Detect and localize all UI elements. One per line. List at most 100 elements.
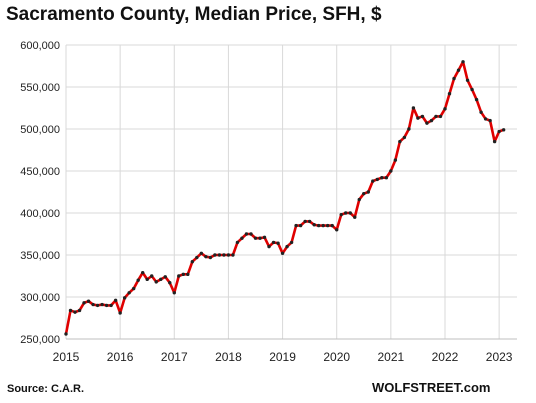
data-point [298, 223, 303, 228]
data-point [335, 228, 339, 232]
data-point [353, 215, 357, 219]
data-point [384, 176, 389, 180]
data-point [118, 311, 122, 315]
data-point [244, 232, 249, 236]
data-point [95, 303, 100, 308]
data-point [276, 241, 280, 245]
data-point [217, 253, 222, 257]
x-tick-label: 2021 [377, 350, 404, 364]
data-point [316, 223, 321, 228]
data-point [253, 236, 258, 240]
data-point [366, 190, 370, 194]
data-point [483, 117, 488, 121]
data-point [479, 110, 483, 114]
data-point [181, 272, 186, 277]
data-point [307, 219, 312, 224]
data-point [195, 255, 199, 260]
data-point [91, 302, 95, 307]
data-point [280, 251, 285, 256]
data-point [425, 121, 429, 125]
data-point [303, 219, 307, 224]
data-point [443, 107, 447, 111]
data-point [68, 308, 73, 313]
x-tick-label: 2016 [107, 350, 134, 364]
data-point [339, 212, 343, 217]
data-point [325, 223, 330, 228]
data-point [262, 235, 267, 240]
data-point [411, 106, 416, 110]
data-point [177, 274, 181, 278]
data-point [492, 139, 497, 144]
data-point [380, 176, 384, 180]
y-tick-label: 500,000 [20, 124, 60, 136]
data-point [429, 118, 434, 123]
data-point [470, 87, 474, 92]
data-point [249, 232, 253, 236]
data-point [109, 303, 113, 308]
data-point [131, 286, 136, 291]
data-point [461, 60, 465, 64]
data-point [199, 251, 204, 256]
data-point [73, 310, 77, 314]
data-point [375, 177, 380, 182]
y-tick-label: 600,000 [20, 40, 60, 52]
data-point [77, 308, 82, 313]
data-point [362, 191, 366, 196]
data-point [104, 303, 109, 308]
x-tick-label: 2017 [161, 350, 188, 364]
x-tick-label: 2022 [432, 350, 459, 364]
series-line [64, 60, 505, 335]
data-point [321, 223, 325, 228]
data-point [371, 179, 375, 183]
data-point [465, 78, 470, 82]
data-point [127, 291, 131, 295]
data-point [154, 280, 158, 284]
data-point [285, 244, 289, 249]
y-tick-label: 250,000 [20, 334, 60, 346]
data-point [240, 236, 244, 240]
data-point [330, 223, 334, 228]
data-point [122, 296, 127, 300]
data-point [168, 281, 172, 285]
series-group [64, 60, 506, 336]
data-point [416, 116, 420, 120]
data-point [86, 299, 91, 303]
data-point [186, 272, 190, 277]
data-point [64, 332, 68, 336]
y-tick-label: 550,000 [20, 82, 60, 94]
data-point [289, 240, 294, 245]
data-point [434, 114, 438, 119]
source-note: Source: C.A.R. [7, 383, 85, 395]
data-point [267, 244, 271, 249]
x-tick-label: 2019 [269, 350, 296, 364]
data-point [456, 68, 461, 72]
data-point [271, 240, 276, 245]
gridlines [65, 44, 517, 340]
data-point [294, 223, 298, 228]
data-point [231, 253, 235, 257]
y-tick-label: 350,000 [20, 250, 60, 262]
data-point [222, 253, 226, 257]
data-point [389, 169, 393, 173]
data-point [208, 255, 213, 260]
data-point [497, 129, 501, 134]
data-point [145, 277, 149, 282]
x-tick-label: 2020 [323, 350, 350, 364]
data-point [163, 275, 167, 279]
data-point [258, 236, 262, 240]
x-tick-label: 2018 [215, 350, 242, 364]
data-point [312, 223, 316, 227]
y-tick-label: 300,000 [20, 292, 60, 304]
data-point [172, 291, 176, 295]
data-point [501, 128, 506, 132]
data-point [204, 254, 208, 259]
data-point [488, 118, 492, 123]
x-tick-label: 2023 [486, 350, 513, 364]
data-point [82, 301, 86, 305]
data-point [141, 270, 145, 275]
data-point [407, 127, 411, 131]
data-point [159, 277, 163, 282]
data-point [100, 302, 104, 307]
data-point [447, 92, 452, 96]
